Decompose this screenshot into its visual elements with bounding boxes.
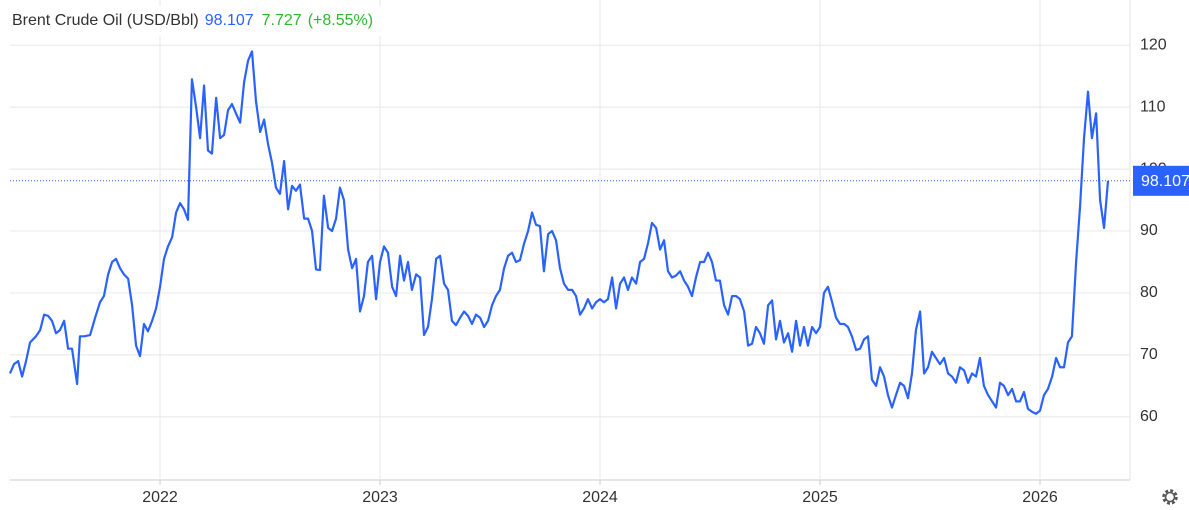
last-price: 98.107 — [205, 12, 254, 29]
x-tick-label: 2023 — [362, 489, 398, 506]
change-percent: (+8.55%) — [308, 12, 373, 29]
y-tick-label: 110 — [1140, 98, 1166, 115]
y-tick-label: 80 — [1140, 284, 1158, 301]
last-price-label: 98.107 — [1141, 173, 1189, 190]
last-price-box — [1133, 165, 1189, 196]
price-line — [8, 50, 1110, 415]
y-tick-label: 90 — [1140, 222, 1158, 239]
y-tick-label: 70 — [1140, 346, 1158, 363]
y-tick-label: 60 — [1140, 408, 1158, 425]
header: Brent Crude Oil (USD/Bbl) 98.107 7.727 (+8.… — [12, 12, 373, 29]
gear-ring — [1164, 491, 1176, 503]
grid-layer — [10, 0, 1130, 480]
label-layer: 607080901001101202022202320242025202698.… — [142, 36, 1189, 506]
y-tick-label: 120 — [1140, 36, 1167, 53]
x-tick-label: 2025 — [802, 489, 838, 506]
header-bg — [0, 6, 445, 36]
x-tick-label: 2022 — [142, 489, 178, 506]
chart-title: Brent Crude Oil (USD/Bbl) — [12, 12, 199, 29]
x-tick-label: 2026 — [1022, 489, 1058, 506]
plot-layer — [8, 50, 1130, 415]
change: 7.727 — [262, 12, 302, 29]
gear-teeth — [1162, 489, 1178, 505]
x-tick-label: 2024 — [582, 489, 618, 506]
settings-icon[interactable] — [1162, 489, 1178, 505]
